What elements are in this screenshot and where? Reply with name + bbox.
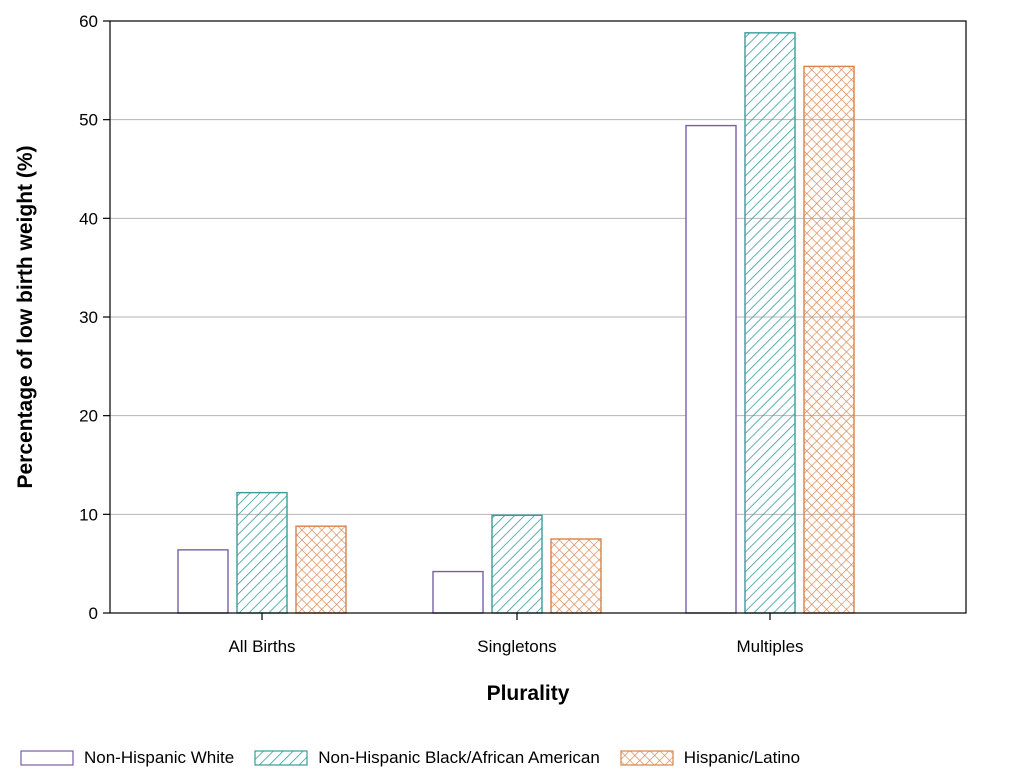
bar-all-births-series-1 (236, 491, 288, 614)
bar-chart: 0 10 20 30 40 50 60 All Births Singletons Multip… (14, 12, 967, 705)
legend-label-nh-black: Non-Hispanic Black/African American (318, 748, 600, 767)
bar-multiples-series-1 (744, 32, 796, 614)
legend-item-nh-black: Non-Hispanic Black/African American (254, 748, 600, 768)
legend-swatch-black (254, 750, 308, 766)
x-axis-title: Plurality (487, 682, 570, 705)
x-tick-label: Singletons (477, 637, 556, 656)
legend-item-nh-white: Non-Hispanic White (20, 748, 234, 768)
legend-label-hispanic: Hispanic/Latino (683, 748, 801, 767)
legend: Non-Hispanic White Non-Hispanic Black/Af… (20, 745, 800, 771)
y-tick-label: 60 (79, 12, 98, 31)
bar-all-births-series-2 (295, 525, 347, 614)
legend-item-hispanic: Hispanic/Latino (620, 748, 800, 768)
y-tick-label: 30 (79, 308, 98, 327)
bars (177, 32, 855, 614)
legend-swatch-white (20, 750, 74, 766)
y-tick-label: 10 (79, 505, 98, 524)
y-axis-ticks: 0 10 20 30 40 50 60 (79, 12, 110, 623)
legend-swatch-hispanic (620, 750, 674, 766)
bar-multiples-series-0 (685, 124, 737, 614)
x-axis-ticks: All Births Singletons Multiples (228, 613, 804, 656)
y-tick-label: 20 (79, 407, 98, 426)
y-tick-label: 50 (79, 111, 98, 130)
legend-label-nh-white: Non-Hispanic White (84, 748, 235, 767)
x-tick-label: All Births (228, 637, 295, 656)
y-tick-label: 40 (79, 209, 98, 228)
y-axis-title: Percentage of low birth weight (%) (14, 145, 37, 488)
bar-singletons-series-0 (432, 570, 484, 614)
x-tick-label: Multiples (736, 637, 803, 656)
bar-multiples-series-2 (803, 65, 855, 614)
y-tick-label: 0 (89, 604, 98, 623)
bar-singletons-series-2 (550, 538, 602, 614)
bar-all-births-series-0 (177, 549, 229, 614)
bar-singletons-series-1 (491, 514, 543, 614)
